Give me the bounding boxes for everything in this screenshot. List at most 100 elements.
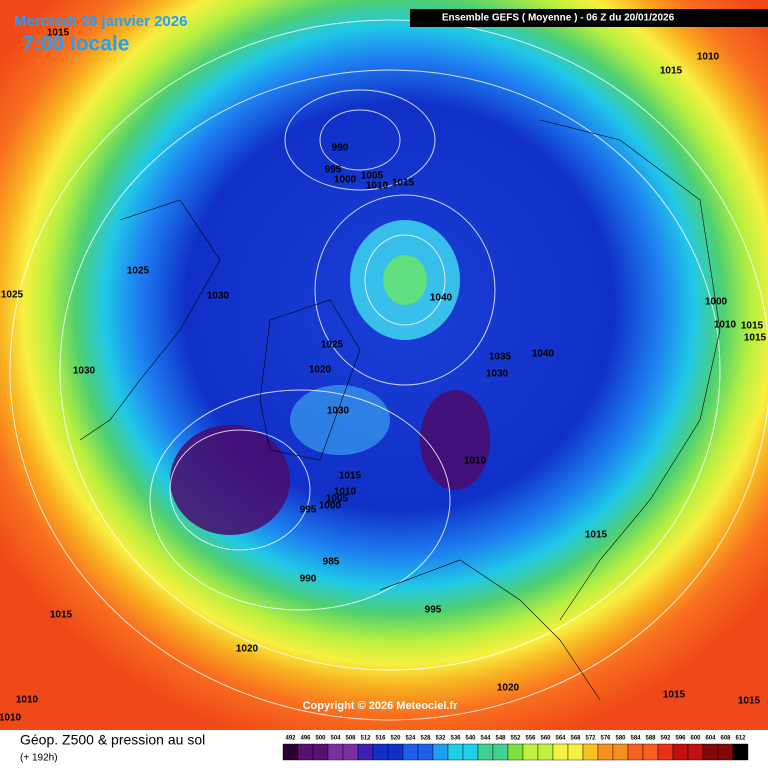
isobar-label: 995: [425, 605, 442, 616]
scale-label: 540: [465, 736, 476, 742]
isobar-label: 1015: [50, 610, 73, 621]
isobar-label: 1020: [497, 683, 520, 694]
scale-swatch: [642, 743, 659, 761]
isobar-label: 1010: [697, 52, 720, 63]
isobar-label: 1040: [430, 293, 453, 304]
scale-label: 556: [525, 736, 536, 742]
scale-label: 524: [405, 736, 416, 742]
scale-swatch: [612, 743, 629, 761]
scale-label: 584: [630, 736, 641, 742]
scale-swatch: [732, 743, 749, 761]
scale-label: 520: [390, 736, 401, 742]
scale-swatch: [297, 743, 314, 761]
isobar-label: 995: [325, 165, 342, 176]
scale-swatch: [507, 743, 524, 761]
scale-label: 560: [540, 736, 551, 742]
scale-label: 572: [585, 736, 596, 742]
isobar-label: 995: [300, 505, 317, 516]
scale-label: 588: [645, 736, 656, 742]
scale-label: 564: [555, 736, 566, 742]
legend-title: Géop. Z500 & pression au sol: [20, 732, 205, 748]
isobar-label: 1000: [319, 501, 342, 512]
scale-label: 536: [450, 736, 461, 742]
scale-label: 592: [660, 736, 671, 742]
ridge-core: [383, 255, 427, 305]
isobar-label: 1015: [392, 178, 415, 189]
scale-swatch: [402, 743, 419, 761]
time: 7:00 locale: [22, 33, 129, 56]
isobar-label: 1015: [744, 333, 767, 344]
scale-swatch: [627, 743, 644, 761]
isobar-label: 1015: [339, 471, 362, 482]
scale-label: 580: [615, 736, 626, 742]
isobar-label: 990: [300, 574, 317, 585]
copyright: Copyright © 2026 Meteociel.fr: [303, 700, 459, 712]
scale-swatch: [582, 743, 599, 761]
isobar-label: 1010: [334, 487, 357, 498]
scale-label: 600: [690, 736, 701, 742]
isobar-label: 990: [332, 143, 349, 154]
isobar-label: 985: [323, 557, 340, 568]
model-banner: [410, 9, 768, 27]
scale-label: 508: [345, 736, 356, 742]
scale-swatch: [447, 743, 464, 761]
scale-swatch: [387, 743, 404, 761]
isobar-label: 1015: [741, 321, 764, 332]
scale-label: 500: [315, 736, 326, 742]
scale-label: 596: [675, 736, 686, 742]
isobar-label: 1010: [714, 320, 737, 331]
scale-swatch: [327, 743, 344, 761]
scale-swatch: [717, 743, 734, 761]
scale-label: 552: [510, 736, 521, 742]
isobar-label: 1030: [73, 366, 96, 377]
isobar-label: 1010: [464, 456, 487, 467]
ridge: [290, 385, 390, 455]
scale-swatch: [432, 743, 449, 761]
scale-swatch: [372, 743, 389, 761]
scale-swatch: [657, 743, 674, 761]
isobar-label: 1005: [361, 171, 384, 182]
scale-label: 576: [600, 736, 611, 742]
scale-swatch: [342, 743, 359, 761]
isobar-label: 1015: [660, 66, 683, 77]
isobar-label: 1040: [532, 349, 555, 360]
z500-field: [0, 0, 768, 730]
isobar-label: 1015: [663, 690, 686, 701]
scale-swatch: [672, 743, 689, 761]
isobar-label: 1015: [738, 696, 761, 707]
isobar-label: 1015: [585, 530, 608, 541]
scale-label: 608: [720, 736, 731, 742]
scale-swatch: [462, 743, 479, 761]
isobar-label: 1000: [705, 297, 728, 308]
scale-swatch: [687, 743, 704, 761]
scale-swatch: [522, 743, 539, 761]
isobars: [9, 19, 768, 721]
isobar-label: 1030: [327, 406, 350, 417]
scale-swatch: [492, 743, 509, 761]
scale-label: 544: [480, 736, 491, 742]
scale-label: 568: [570, 736, 581, 742]
trough: [420, 390, 490, 490]
scale-label: 528: [420, 736, 431, 742]
model-info: Ensemble GEFS ( Moyenne ) - 06 Z du 20/0…: [442, 13, 675, 24]
coastlines: [79, 119, 721, 701]
scale-label: 532: [435, 736, 446, 742]
isobar-label: 1005: [326, 494, 349, 505]
scale-swatch: [417, 743, 434, 761]
scale-swatch: [282, 743, 299, 761]
trough: [170, 425, 290, 535]
scale-label: 548: [495, 736, 506, 742]
isobar-label: 1030: [486, 369, 509, 380]
lead-time: (+ 192h): [20, 753, 58, 764]
isobar-label: 1035: [489, 352, 512, 363]
isobar-label: 1010: [0, 713, 22, 724]
isobar-label: 1015: [47, 28, 70, 39]
scale-swatch: [567, 743, 584, 761]
scale-label: 512: [360, 736, 371, 742]
isobar-label: 1030: [207, 291, 230, 302]
scale-swatch: [357, 743, 374, 761]
isobar-label: 1000: [334, 175, 357, 186]
scale-label: 604: [705, 736, 716, 742]
